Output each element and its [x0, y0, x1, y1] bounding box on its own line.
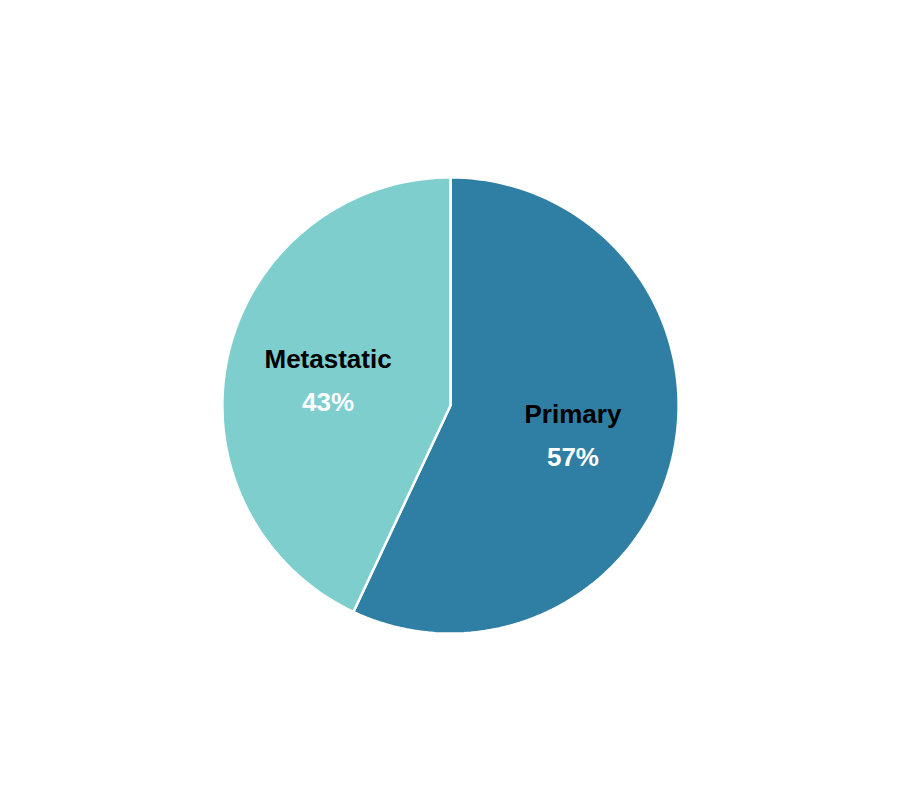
svg-text:43%: 43% [302, 387, 354, 417]
svg-text:57%: 57% [547, 442, 599, 472]
svg-text:Primary: Primary [525, 399, 622, 429]
svg-text:Metastatic: Metastatic [264, 344, 391, 374]
